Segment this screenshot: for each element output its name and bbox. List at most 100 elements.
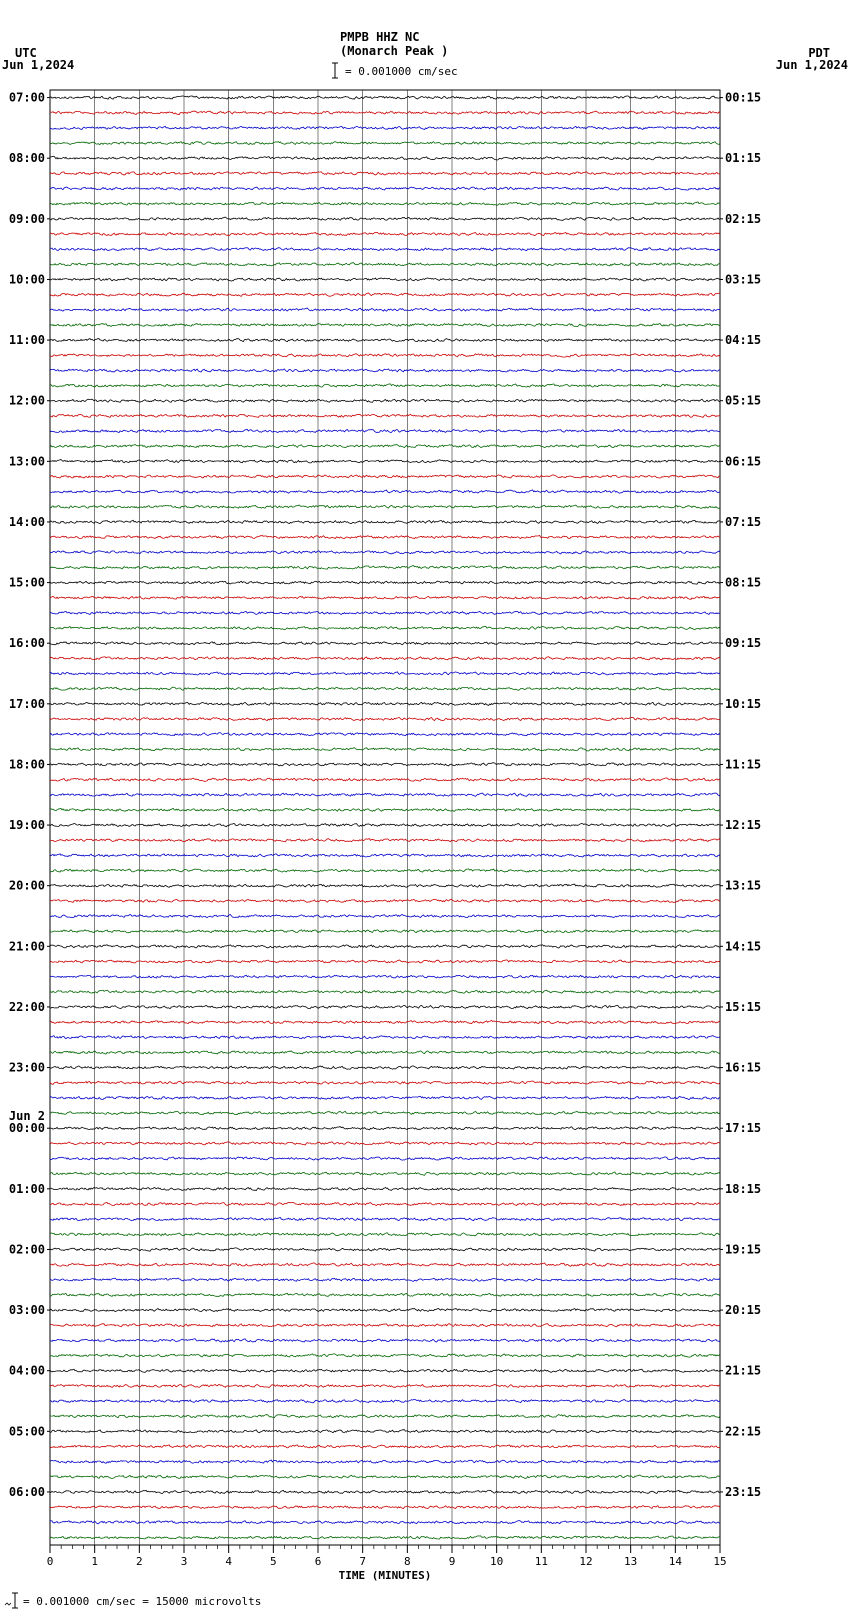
seismic-trace [50,718,720,721]
utc-hour-label: 07:00 [9,91,45,105]
seismic-trace [50,339,720,342]
seismic-trace [50,642,720,645]
seismic-trace [50,1415,720,1418]
pdt-hour-label: 00:15 [725,91,761,105]
scale-text-top: = 0.001000 cm/sec [345,65,458,78]
pdt-hour-label: 14:15 [725,939,761,953]
pdt-hour-label: 04:15 [725,333,761,347]
scale-indicator-bottom [5,1593,18,1608]
pdt-hour-label: 13:15 [725,879,761,893]
seismic-trace [50,733,720,736]
utc-hour-label: 12:00 [9,394,45,408]
seismic-trace [50,763,720,766]
utc-hour-label: 13:00 [9,454,45,468]
pdt-hour-label: 16:15 [725,1061,761,1075]
utc-hour-label: 19:00 [9,818,45,832]
pdt-hour-label: 02:15 [725,212,761,226]
pdt-hour-label: 05:15 [725,394,761,408]
x-tick-label: 9 [449,1555,456,1568]
seismic-trace [50,111,720,114]
seismic-trace [50,672,720,675]
pdt-hour-label: 20:15 [725,1303,761,1317]
seismic-trace [50,960,720,963]
utc-hour-label: 00:00 [9,1121,45,1135]
seismic-trace [50,657,720,660]
utc-hour-label: 04:00 [9,1364,45,1378]
x-axis-label: TIME (MINUTES) [339,1569,432,1582]
x-tick-label: 1 [91,1555,98,1568]
seismic-trace [50,1096,720,1099]
pdt-hour-label: 12:15 [725,818,761,832]
seismic-trace [50,217,720,220]
utc-hour-label: 23:00 [9,1061,45,1075]
seismic-trace [50,1475,720,1478]
seismic-trace [50,1202,720,1205]
seismogram-svg: = 0.001000 cm/sec 0123456789101112131415… [0,0,850,1613]
seismic-trace [50,156,720,160]
seismic-trace [50,536,720,539]
seismic-trace [50,1218,720,1221]
utc-hour-label: 11:00 [9,333,45,347]
x-tick-label: 5 [270,1555,277,1568]
utc-hour-label: 14:00 [9,515,45,529]
utc-hour-label: 17:00 [9,697,45,711]
utc-hour-label: 09:00 [9,212,45,226]
pdt-hour-label: 17:15 [725,1121,761,1135]
seismic-trace [50,1430,720,1433]
seismic-trace [50,1324,720,1327]
seismic-trace [50,551,720,554]
seismic-trace [50,520,720,523]
seismic-trace [50,1460,720,1463]
seismic-trace [50,308,720,311]
seismic-trace [50,96,720,99]
seismic-trace [50,384,720,387]
x-tick-label: 4 [225,1555,232,1568]
pdt-hour-label: 01:15 [725,151,761,165]
seismic-trace [50,1172,720,1175]
seismic-trace [50,596,720,599]
seismic-trace [50,142,720,145]
seismic-trace [50,854,720,857]
pdt-hour-label: 19:15 [725,1242,761,1256]
seismic-trace [50,1490,720,1493]
pdt-hour-label: 11:15 [725,757,761,771]
x-tick-label: 8 [404,1555,411,1568]
seismic-trace [50,323,720,326]
seismic-trace [50,1309,720,1312]
seismic-trace [50,975,720,978]
seismic-trace [50,429,720,432]
seismic-trace [50,445,720,448]
x-tick-label: 6 [315,1555,322,1568]
seismic-trace [50,1005,720,1008]
seismic-trace [50,1021,720,1024]
utc-hour-label: 08:00 [9,151,45,165]
seismic-trace [50,748,720,751]
seismic-trace [50,490,720,493]
utc-hour-label: 05:00 [9,1424,45,1438]
pdt-hour-label: 23:15 [725,1485,761,1499]
seismic-trace [50,1142,720,1145]
utc-hour-label: 02:00 [9,1242,45,1256]
seismic-trace [50,505,720,508]
x-tick-label: 13 [624,1555,637,1568]
seismic-trace [50,930,720,933]
seismic-trace [50,1293,720,1296]
plot-area: 0123456789101112131415TIME (MINUTES)07:0… [9,90,761,1582]
utc-hour-label: 20:00 [9,879,45,893]
seismic-trace [50,172,720,175]
seismogram-container: PMPB HHZ NC (Monarch Peak ) UTC Jun 1,20… [0,0,850,1613]
utc-hour-label: 06:00 [9,1485,45,1499]
seismic-trace [50,1233,720,1236]
pdt-hour-label: 18:15 [725,1182,761,1196]
seismic-trace [50,1127,720,1130]
seismic-trace [50,293,720,296]
utc-hour-label: 15:00 [9,576,45,590]
seismic-trace [50,1111,720,1114]
seismic-trace [50,1521,720,1524]
seismic-trace [50,187,720,190]
seismic-trace [50,475,720,478]
seismic-trace [50,1263,720,1266]
seismic-trace [50,414,720,417]
seismic-trace [50,1051,720,1054]
seismic-trace [50,1066,720,1069]
